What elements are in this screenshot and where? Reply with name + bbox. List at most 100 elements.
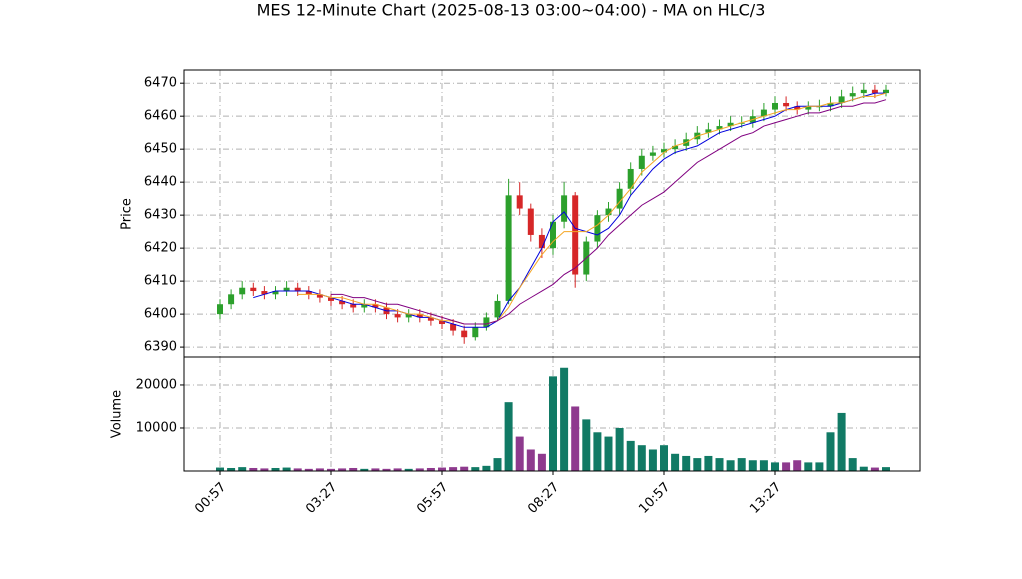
candle-body	[239, 287, 246, 295]
candle-body	[361, 304, 368, 308]
candle-body	[527, 208, 534, 235]
volume-bar	[315, 468, 324, 471]
volume-bar	[615, 427, 624, 471]
x-tick-label: 08:27	[525, 480, 562, 517]
candle-body	[427, 317, 434, 321]
volume-bar	[704, 455, 713, 471]
volume-bar	[526, 449, 535, 471]
volume-bar	[759, 460, 768, 471]
volume-bar	[493, 458, 502, 471]
candle-body	[372, 304, 379, 308]
candle-body	[394, 314, 401, 318]
y-axis-label: Price	[120, 198, 135, 230]
candle-body	[883, 89, 889, 94]
volume-bar	[304, 468, 313, 471]
candle-body	[849, 93, 856, 97]
volume-bar	[848, 458, 857, 471]
volume-bar	[293, 468, 302, 471]
volume-bar	[404, 468, 413, 471]
ma-line	[297, 92, 887, 325]
volume-bar	[593, 432, 602, 471]
volume-bar	[271, 467, 280, 471]
candle-body	[772, 102, 778, 110]
volume-bar	[449, 467, 458, 471]
candle-body	[483, 317, 490, 328]
candle-body	[661, 149, 667, 153]
volume-bar	[804, 462, 813, 471]
candle-body	[316, 294, 323, 298]
volume-bar	[870, 467, 879, 471]
candle-body	[339, 300, 346, 305]
volume-bar	[393, 468, 402, 471]
candle-body	[871, 89, 878, 94]
candle-body	[672, 145, 679, 150]
volume-bar	[859, 466, 868, 471]
plot-frame	[183, 356, 921, 472]
candle-body	[461, 330, 468, 338]
candle-body	[538, 234, 545, 249]
volume-bar	[227, 467, 236, 471]
candle-body	[627, 168, 634, 189]
candle-body	[594, 215, 601, 242]
volume-bar	[571, 406, 580, 471]
y-tick-label: 6410	[144, 274, 177, 289]
candle-body	[605, 208, 612, 216]
candle-body	[283, 287, 290, 292]
volume-bar	[782, 462, 791, 471]
y-tick-label: 6440	[144, 175, 177, 190]
volume-bar	[438, 467, 446, 471]
candle-body	[827, 102, 834, 107]
volume-bar	[582, 419, 591, 471]
volume-bar	[826, 432, 835, 471]
candle-body	[472, 327, 479, 338]
y-tick-label: 10000	[136, 420, 177, 435]
volume-bar	[815, 462, 824, 471]
candle-body	[405, 314, 412, 318]
candle-body	[350, 304, 357, 308]
chart-title: MES 12-Minute Chart (2025-08-13 03:00~04…	[257, 1, 766, 20]
volume-bar	[693, 458, 702, 471]
candle-body	[561, 195, 568, 222]
volume-bar	[637, 445, 646, 471]
volume-bar	[360, 468, 369, 471]
candle-body	[261, 291, 268, 295]
y-tick-label: 6470	[144, 76, 177, 91]
ma-line	[331, 99, 887, 325]
volume-bar	[460, 466, 469, 471]
candle-body	[860, 89, 867, 94]
y-tick-label: 6390	[144, 340, 177, 355]
y-tick-label: 6420	[144, 241, 177, 256]
candle-body	[416, 314, 423, 318]
volume-bar	[882, 467, 890, 471]
volume-bar	[349, 467, 358, 471]
candle-body	[217, 304, 223, 315]
candle-body	[439, 320, 445, 325]
volume-bar	[604, 436, 613, 471]
volume-bar	[282, 467, 291, 471]
volume-bar	[737, 458, 746, 471]
y-tick-label: 6460	[144, 109, 177, 124]
candle-body	[550, 221, 556, 249]
candle-body	[638, 155, 645, 169]
volume-bar	[771, 462, 779, 471]
candle-body	[228, 294, 235, 305]
volume-bar	[260, 468, 269, 471]
volume-bar	[648, 449, 657, 471]
candle-body	[705, 129, 712, 133]
volume-bar	[748, 460, 757, 471]
volume-bar	[671, 453, 680, 471]
candle-body	[616, 188, 623, 209]
volume-bar	[371, 468, 380, 471]
ma-line	[253, 92, 886, 328]
volume-bar	[504, 402, 513, 471]
volume-bar	[382, 468, 391, 471]
volume-bar	[249, 467, 258, 471]
volume-bar	[338, 468, 347, 471]
candle-body	[305, 291, 312, 295]
x-tick-label: 03:27	[303, 480, 340, 517]
volume-bar	[626, 440, 635, 471]
y-tick-label: 6450	[144, 142, 177, 157]
candle-body	[805, 106, 812, 110]
candle-body	[272, 291, 279, 295]
